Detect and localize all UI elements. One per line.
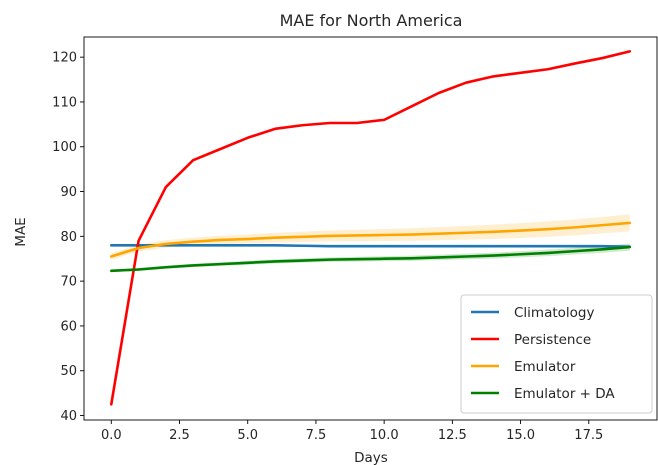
x-tick-label: 17.5: [574, 428, 603, 443]
x-axis-ticks: 0.0 2.5 5.0 7.5 10.0 12.5 15.0 17.5: [101, 420, 603, 443]
line-persistence: [109, 50, 632, 406]
y-tick-label: 60: [60, 319, 77, 334]
line-emulator: [109, 221, 632, 258]
chart-title: MAE for North America: [280, 11, 463, 30]
y-tick-label: 100: [52, 140, 77, 155]
y-axis-label: MAE: [13, 217, 29, 246]
x-tick-label: 7.5: [306, 428, 327, 443]
x-tick-label: 2.5: [169, 428, 190, 443]
legend-box: [460, 294, 653, 414]
legend-label: Persistence: [514, 332, 591, 348]
y-tick-label: 110: [52, 95, 77, 110]
line-emulator-da: [109, 245, 632, 273]
legend: Climatology Persistence Emulator Emulator +…: [460, 294, 653, 414]
y-tick-label: 120: [52, 51, 77, 66]
series-lines: [109, 50, 632, 406]
y-tick-label: 80: [60, 230, 77, 245]
x-tick-label: 12.5: [438, 428, 467, 443]
line-climatology: [109, 243, 632, 248]
y-tick-label: 50: [60, 364, 77, 379]
y-tick-label: 90: [60, 185, 77, 200]
x-tick-label: 15.0: [506, 428, 535, 443]
legend-label: Emulator + DA: [514, 386, 615, 402]
band-emulator: [111, 214, 630, 260]
plot-area-frame: [83, 36, 658, 421]
x-tick-label: 5.0: [237, 428, 258, 443]
x-tick-label: 10.0: [370, 428, 399, 443]
legend-label: Climatology: [514, 305, 594, 321]
legend-label: Emulator: [514, 359, 576, 375]
y-tick-label: 70: [60, 275, 77, 290]
y-axis-ticks: 40 50 60 70 80 90 100 110 120: [52, 51, 84, 424]
y-tick-label: 40: [60, 409, 77, 424]
x-tick-label: 0.0: [101, 428, 122, 443]
x-axis-label: Days: [354, 450, 388, 465]
